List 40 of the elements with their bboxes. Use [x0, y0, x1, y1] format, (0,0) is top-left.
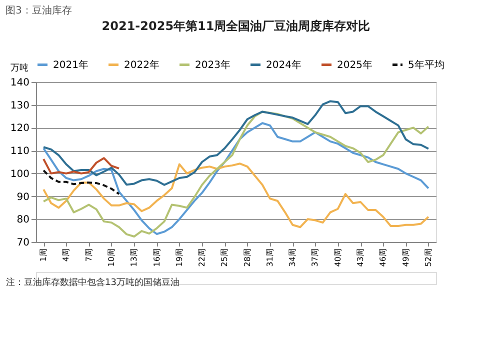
legend-label: 2023年 — [195, 58, 230, 71]
line-series — [42, 100, 430, 186]
x-tick-label: 46周 — [378, 248, 388, 267]
y-tick-label: 100 — [10, 168, 30, 180]
x-tick-label: 52周 — [424, 248, 433, 267]
chart-subtitle: 2021-2025年第11周全国油厂豆油周度库存对比 — [102, 19, 370, 33]
x-tick-label: 28周 — [242, 248, 252, 267]
x-tick-label: 10周 — [106, 248, 116, 267]
x-tick-label: 13周 — [130, 248, 139, 267]
x-tick-label: 31周 — [265, 248, 274, 267]
line-series — [42, 157, 120, 174]
y-tick-label: 130 — [10, 100, 30, 112]
line-series — [42, 169, 120, 195]
x-tick-label: 7周 — [84, 248, 94, 262]
text: 注：豆油库存数据中包含13万吨的国储豆油 — [6, 277, 180, 288]
x-tick-label: 40周 — [333, 248, 342, 267]
x-tick-label: 43周 — [356, 248, 366, 267]
legend-label: 2024年 — [266, 58, 302, 71]
y-axis-title: 万吨 — [10, 62, 28, 74]
x-tick-label: 37周 — [310, 248, 320, 267]
chart-title: 图3：豆油库存 — [6, 4, 72, 16]
y-tick-label: 70 — [16, 238, 30, 248]
x-tick-label: 19周 — [174, 248, 184, 267]
y-tick-label: 110 — [10, 146, 30, 158]
legend-label: 5年平均 — [408, 58, 444, 71]
x-tick-label: 34周 — [288, 248, 298, 267]
x-tick-label: 16周 — [152, 248, 162, 267]
line-series — [42, 162, 430, 228]
y-tick-label: 140 — [10, 78, 30, 88]
x-tick-label: 1周 — [39, 248, 48, 262]
x-tick-label: 25周 — [220, 248, 230, 267]
legend-label: 2022年 — [124, 58, 160, 71]
y-tick-label: 80 — [16, 214, 30, 226]
y-tick-label: 90 — [16, 192, 30, 203]
x-tick-label: 4周 — [62, 248, 71, 262]
x-tick-label: 49周 — [401, 248, 410, 267]
y-tick-label: 120 — [10, 123, 30, 134]
legend-label: 2025年 — [337, 58, 372, 71]
x-tick-label: 22周 — [198, 248, 207, 267]
legend-label: 2021年 — [53, 58, 88, 71]
